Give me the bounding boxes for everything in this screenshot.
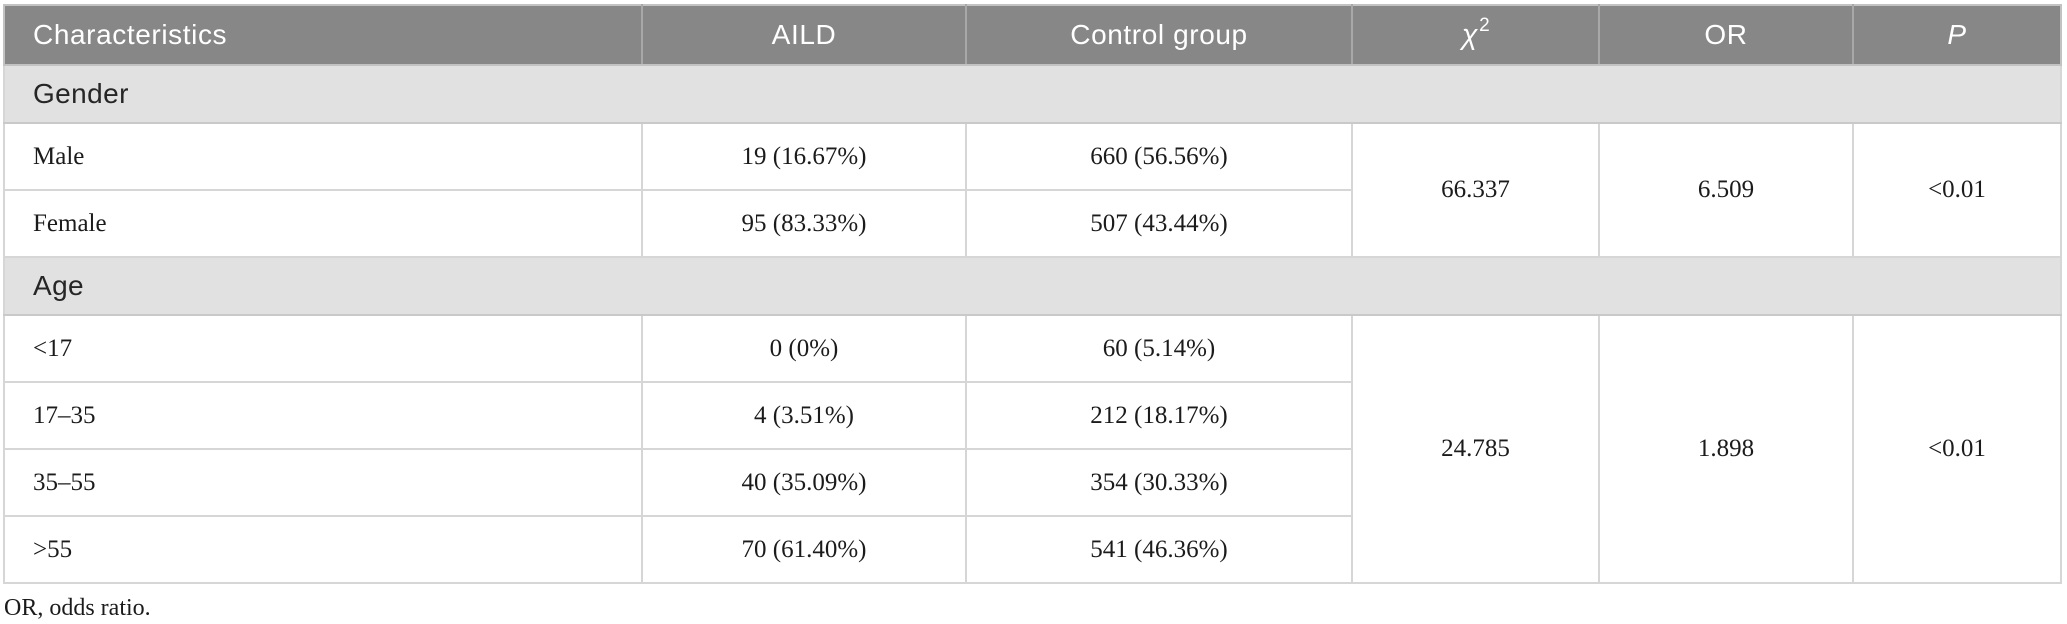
col-header-characteristics: Characteristics <box>4 5 642 66</box>
cell-age-p-value: <0.01 <box>1852 314 2062 584</box>
cell-age-over55-control: 541 (46.36%) <box>965 515 1353 584</box>
cell-age-under17-control: 60 (5.14%) <box>965 314 1353 383</box>
cell-age-over55-label: >55 <box>3 515 643 584</box>
cell-male-control: 660 (56.56%) <box>965 122 1353 191</box>
table-footnote: OR, odds ratio. <box>4 595 151 621</box>
col-header-p-value: P <box>1852 5 2061 66</box>
cell-male-label: Male <box>3 122 643 191</box>
col-header-odds-ratio: OR <box>1598 5 1853 66</box>
cell-age-under17-aild: 0 (0%) <box>641 314 967 383</box>
cell-age-chi-squared: 24.785 <box>1351 314 1600 584</box>
cell-age-17-35-label: 17–35 <box>3 381 643 450</box>
cell-female-control: 507 (43.44%) <box>965 189 1353 258</box>
data-row-age-over-55: >55 70 (61.40%) 541 (46.36%) <box>3 515 2061 584</box>
data-row-male: Male 19 (16.67%) 660 (56.56%) 66.337 6.5… <box>3 122 2062 258</box>
cell-female-aild: 95 (83.33%) <box>641 189 967 258</box>
data-row-age-35-55: 35–55 40 (35.09%) 354 (30.33%) <box>3 448 2061 517</box>
chi-superscript: 2 <box>1479 15 1491 37</box>
cell-age-35-55-label: 35–55 <box>3 448 643 517</box>
section-label-age: Age <box>3 256 2062 316</box>
cell-gender-odds-ratio: 6.509 <box>1598 122 1854 258</box>
cell-age-17-35-control: 212 (18.17%) <box>965 381 1353 450</box>
cell-gender-p-value: <0.01 <box>1852 122 2062 258</box>
chi-symbol: χ <box>1461 18 1479 51</box>
data-row-age-under-17: <17 0 (0%) 60 (5.14%) 24.785 1.898 <0.01 <box>3 314 2062 584</box>
section-row-age: Age <box>3 256 2062 316</box>
cell-age-over55-aild: 70 (61.40%) <box>641 515 967 584</box>
section-label-gender: Gender <box>3 64 2062 124</box>
cell-age-17-35-aild: 4 (3.51%) <box>641 381 967 450</box>
cell-age-odds-ratio: 1.898 <box>1598 314 1854 584</box>
cell-age-under17-label: <17 <box>3 314 643 383</box>
section-row-gender: Gender <box>3 64 2062 124</box>
cell-age-35-55-control: 354 (30.33%) <box>965 448 1353 517</box>
col-header-aild: AILD <box>641 5 966 66</box>
data-row-female: Female 95 (83.33%) 507 (43.44%) <box>3 189 2061 258</box>
data-row-age-17-35: 17–35 4 (3.51%) 212 (18.17%) <box>3 381 2061 450</box>
col-header-control-group: Control group <box>965 5 1352 66</box>
cell-male-aild: 19 (16.67%) <box>641 122 967 191</box>
cell-female-label: Female <box>3 189 643 258</box>
col-header-chi-squared: χ2 <box>1351 5 1599 66</box>
statistics-table: Characteristics AILD Control group χ2 OR… <box>3 4 2062 584</box>
header-row: Characteristics AILD Control group χ2 OR… <box>4 5 2061 66</box>
cell-age-35-55-aild: 40 (35.09%) <box>641 448 967 517</box>
cell-gender-chi-squared: 66.337 <box>1351 122 1600 258</box>
